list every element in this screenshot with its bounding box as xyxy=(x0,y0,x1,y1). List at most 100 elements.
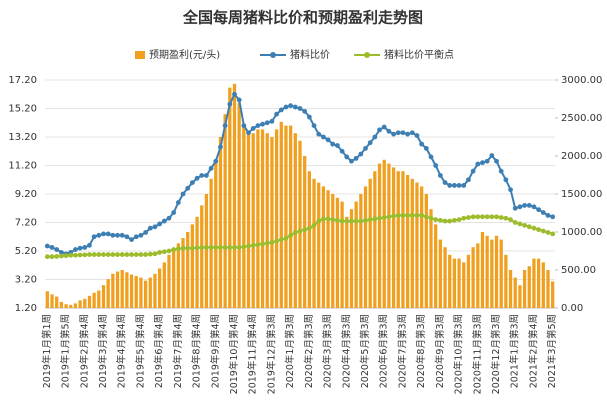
bar xyxy=(462,262,466,308)
bar xyxy=(513,277,517,308)
line-marker xyxy=(447,183,453,188)
line-marker xyxy=(297,228,303,234)
bar xyxy=(111,273,115,308)
line-marker xyxy=(138,232,144,238)
x-tick-label: 2021年2月第4周 xyxy=(527,314,539,388)
bar xyxy=(162,262,166,308)
line-marker xyxy=(110,232,116,238)
y-tick-label: 11.20 xyxy=(8,161,37,172)
line-marker xyxy=(129,252,134,257)
bar xyxy=(223,114,227,308)
line-marker xyxy=(466,177,471,183)
line-marker xyxy=(292,230,298,235)
bar xyxy=(532,258,536,308)
line-marker xyxy=(325,137,331,143)
line-marker xyxy=(423,146,429,151)
bar xyxy=(204,194,209,308)
line-marker xyxy=(297,106,303,111)
line-marker xyxy=(199,245,205,250)
line-marker xyxy=(400,212,406,218)
bar xyxy=(452,258,457,308)
bar xyxy=(326,190,330,308)
bar xyxy=(115,271,120,308)
legend-label: 猪料比价平衡点 xyxy=(384,48,454,61)
x-tick-label: 2019年1月第1周 xyxy=(41,314,53,388)
line-marker xyxy=(531,204,537,210)
line-marker xyxy=(461,215,467,221)
line-marker xyxy=(531,225,537,231)
bar xyxy=(134,276,138,308)
bar xyxy=(345,216,349,308)
line-marker xyxy=(349,218,354,224)
line-marker xyxy=(194,245,200,251)
line-marker xyxy=(175,246,181,252)
line-marker xyxy=(124,234,130,240)
bar xyxy=(522,270,527,308)
line-marker xyxy=(409,130,415,136)
line-marker xyxy=(419,212,425,218)
line-marker xyxy=(49,245,55,250)
line-marker xyxy=(138,252,144,257)
line-marker xyxy=(241,123,247,128)
bar xyxy=(55,296,59,308)
line-marker xyxy=(161,249,167,255)
bar xyxy=(298,140,302,308)
line-marker xyxy=(339,218,345,224)
line-marker xyxy=(49,254,55,260)
bar xyxy=(387,163,391,308)
line-marker xyxy=(349,158,354,164)
line-marker xyxy=(133,252,139,257)
line-marker xyxy=(494,158,499,164)
bar xyxy=(274,129,279,308)
x-tick-label: 2019年11月第4周 xyxy=(247,314,259,394)
line-marker xyxy=(508,217,513,223)
line-marker xyxy=(339,148,345,154)
line-marker xyxy=(147,251,153,257)
legend-swatch xyxy=(270,52,276,58)
y-tick-label: 3.20 xyxy=(15,275,37,286)
line-marker xyxy=(428,215,434,221)
line-marker xyxy=(222,123,228,128)
line-marker xyxy=(503,215,509,221)
line-marker xyxy=(480,160,485,166)
bar xyxy=(377,163,382,308)
bar xyxy=(485,235,489,308)
bar xyxy=(420,186,424,308)
y-tick-label: 13.20 xyxy=(8,132,37,143)
line-marker xyxy=(246,130,251,136)
line-marker xyxy=(536,207,542,213)
bar xyxy=(101,285,106,308)
x-tick-label: 2019年4月第4周 xyxy=(116,314,128,388)
bar xyxy=(125,272,129,308)
line-marker xyxy=(204,245,209,250)
line-marker xyxy=(264,240,270,246)
x-tick-label: 2019年10月第4周 xyxy=(228,314,240,394)
line-marker xyxy=(433,217,439,223)
line-marker xyxy=(91,252,97,257)
line-marker xyxy=(391,213,396,219)
line-marker xyxy=(316,218,322,224)
line-marker xyxy=(377,215,382,221)
line-marker xyxy=(372,134,378,140)
line-marker xyxy=(143,252,148,257)
bar xyxy=(312,178,316,308)
bar xyxy=(536,258,541,308)
bar xyxy=(143,280,148,308)
line-marker xyxy=(58,250,64,255)
line-marker xyxy=(386,214,392,220)
line-marker xyxy=(395,212,401,218)
y2-tick-label: 2000.00 xyxy=(561,151,602,162)
line-marker xyxy=(96,252,102,257)
x-tick-label: 2020年5月第3周 xyxy=(359,314,371,388)
line-marker xyxy=(545,230,551,235)
line-marker xyxy=(105,252,111,257)
line-marker xyxy=(311,222,317,228)
line-marker xyxy=(363,217,368,223)
line-marker xyxy=(517,221,523,227)
line-marker xyxy=(73,252,78,258)
line-marker xyxy=(372,216,378,222)
y2-tick-label: 500.00 xyxy=(561,265,596,276)
line-marker xyxy=(302,108,308,114)
x-tick-label: 2021年1月第3周 xyxy=(509,314,521,388)
line-marker xyxy=(335,217,340,223)
